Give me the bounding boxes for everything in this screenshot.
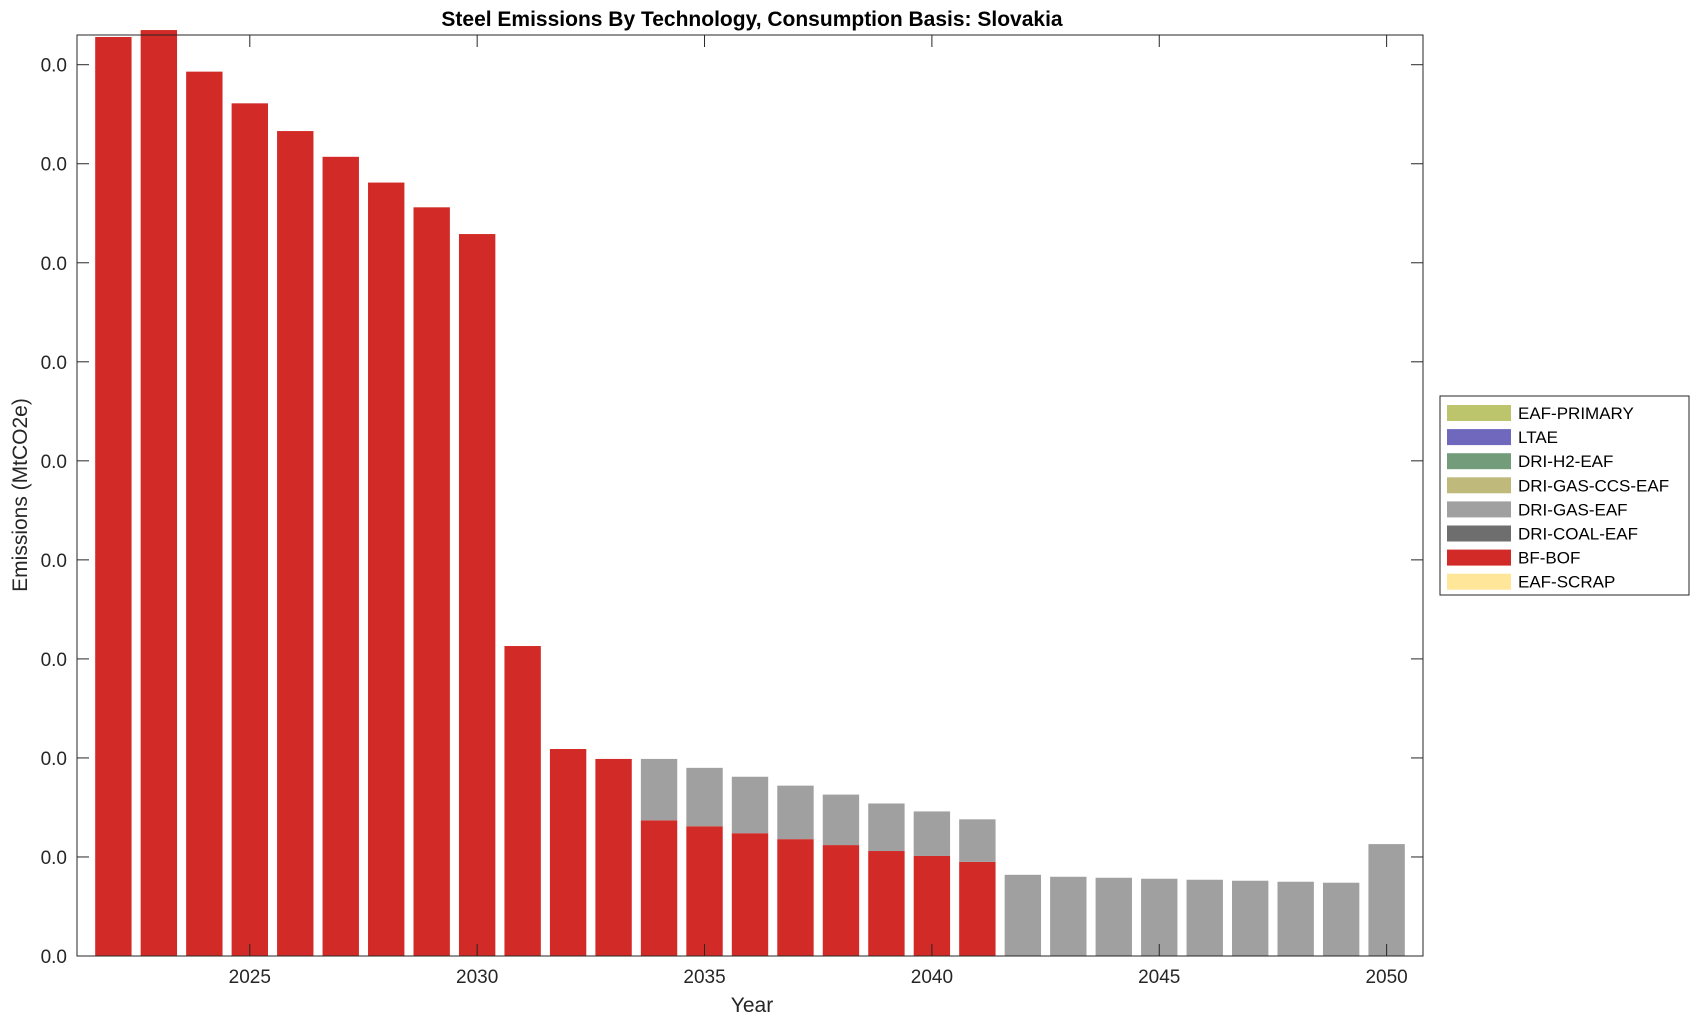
bar-bf-bof-2037 [777, 839, 814, 956]
legend-swatch-bf-bof [1447, 549, 1511, 566]
y-tick-label: 0.0 [41, 947, 67, 968]
bar-dri-gas-eaf-2041 [959, 819, 996, 862]
bar-bf-bof-2022 [95, 36, 132, 957]
bar-bf-bof-2033 [595, 758, 632, 956]
bar-bf-bof-2024 [186, 71, 223, 956]
bars-layer [95, 30, 1405, 957]
y-tick-label: 0.0 [41, 749, 67, 770]
bar-bf-bof-2040 [913, 855, 951, 956]
bar-dri-gas-eaf-2036 [731, 776, 769, 834]
bar-bf-bof-2029 [413, 207, 450, 956]
legend-label-dri-coal-eaf: DRI-COAL-EAF [1518, 525, 1638, 544]
bar-dri-gas-eaf-2047 [1232, 880, 1269, 956]
legend-swatch-eaf-scrap [1447, 573, 1511, 590]
bar-dri-gas-eaf-2040 [913, 811, 951, 856]
chart-title: Steel Emissions By Technology, Consumpti… [441, 8, 1063, 31]
legend-label-dri-gas-ccs-eaf: DRI-GAS-CCS-EAF [1518, 476, 1669, 495]
bar-bf-bof-2041 [959, 861, 996, 956]
bar-bf-bof-2031 [504, 646, 541, 956]
y-tick-label: 0.0 [41, 551, 67, 572]
bar-dri-gas-eaf-2046 [1186, 879, 1223, 956]
legend-swatch-dri-h2-eaf [1447, 453, 1511, 470]
bar-bf-bof-2034 [640, 820, 678, 956]
x-tick-label: 2035 [683, 967, 725, 988]
x-tick-label: 2030 [456, 967, 498, 988]
bar-dri-gas-eaf-2035 [686, 767, 723, 827]
legend-label-dri-gas-eaf: DRI-GAS-EAF [1518, 500, 1628, 519]
bar-dri-gas-eaf-2044 [1095, 877, 1132, 956]
legend-label-dri-h2-eaf: DRI-H2-EAF [1518, 452, 1613, 471]
bar-dri-gas-eaf-2037 [777, 785, 814, 840]
legend-swatch-ltae [1447, 429, 1511, 446]
bar-dri-gas-eaf-2043 [1050, 876, 1087, 956]
x-tick-label: 2025 [229, 967, 271, 988]
bar-dri-gas-eaf-2048 [1277, 881, 1314, 956]
bar-dri-gas-eaf-2039 [868, 803, 905, 852]
bar-dri-gas-eaf-2050 [1368, 844, 1405, 956]
bar-bf-bof-2030 [458, 234, 496, 957]
bar-bf-bof-2032 [549, 749, 587, 956]
bar-bf-bof-2038 [822, 845, 860, 956]
bar-bf-bof-2036 [731, 833, 769, 956]
bar-dri-gas-eaf-2049 [1322, 882, 1360, 956]
x-tick-label: 2040 [911, 967, 953, 988]
bar-bf-bof-2023 [140, 30, 178, 957]
bar-bf-bof-2026 [277, 131, 314, 956]
legend-swatch-dri-gas-eaf [1447, 501, 1511, 518]
y-tick-label: 0.0 [41, 155, 67, 176]
bar-bf-bof-2025 [231, 103, 268, 956]
legend-label-eaf-scrap: EAF-SCRAP [1518, 573, 1615, 592]
y-tick-label: 0.0 [41, 254, 67, 275]
legend-label-eaf-primary: EAF-PRIMARY [1518, 404, 1634, 423]
legend-label-bf-bof: BF-BOF [1518, 549, 1580, 568]
bar-dri-gas-eaf-2045 [1141, 878, 1178, 956]
y-tick-label: 0.0 [41, 848, 67, 869]
legend: EAF-PRIMARY LTAE DRI-H2-EAF DRI-GAS-CCS-EAF… [1439, 395, 1690, 596]
bar-dri-gas-eaf-2034 [640, 758, 678, 821]
bar-bf-bof-2028 [368, 182, 405, 956]
x-tick-label: 2045 [1138, 967, 1180, 988]
x-tick-label: 2050 [1365, 967, 1407, 988]
legend-swatch-dri-coal-eaf [1447, 525, 1511, 542]
plot-area-frame [76, 34, 1424, 957]
y-tick-label: 0.0 [41, 353, 67, 374]
y-tick-label: 0.0 [41, 56, 67, 77]
legend-label-ltae: LTAE [1518, 428, 1558, 447]
bar-bf-bof-2035 [686, 826, 723, 956]
y-tick-label: 0.0 [41, 650, 67, 671]
y-axis-title: Emissions (MtCO2e) [9, 398, 32, 592]
bar-bf-bof-2039 [868, 851, 905, 956]
x-axis-title: Year [731, 994, 773, 1017]
legend-swatch-eaf-primary [1447, 405, 1511, 421]
y-tick-label: 0.0 [41, 452, 67, 473]
bar-dri-gas-eaf-2038 [822, 794, 860, 846]
legend-swatch-dri-gas-ccs-eaf [1447, 477, 1511, 494]
bar-dri-gas-eaf-2042 [1004, 874, 1042, 956]
ticks-layer: 0.0 0.0 0.0 0.0 0.0 0.0 0.0 0.0 0.0 0.0 2025 2030 20… [41, 35, 1423, 988]
bar-bf-bof-2027 [322, 156, 359, 956]
